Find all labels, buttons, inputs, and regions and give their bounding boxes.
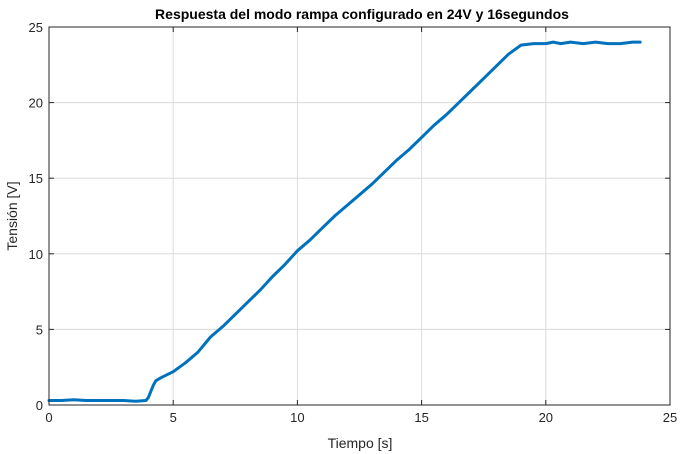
y-tick-label: 20 — [29, 96, 43, 111]
y-tick-label: 25 — [29, 20, 43, 35]
x-tick-label: 15 — [414, 410, 428, 425]
y-tick-label: 15 — [29, 171, 43, 186]
x-tick-label: 25 — [663, 410, 677, 425]
x-tick-label: 20 — [539, 410, 553, 425]
chart-title: Respuesta del modo rampa configurado en … — [155, 6, 569, 22]
series-layer — [47, 40, 642, 403]
grid-layer — [49, 27, 670, 405]
y-axis-label: Tensión [V] — [4, 181, 20, 250]
y-tick-label: 10 — [29, 247, 43, 262]
tick-layer: 0 5 10 15 20 25 0 5 10 15 20 25 — [29, 20, 678, 425]
x-axis-label: Tiempo [s] — [328, 435, 393, 451]
series-line-0 — [47, 40, 642, 403]
x-tick-label: 5 — [170, 410, 177, 425]
x-tick-label: 10 — [290, 410, 304, 425]
x-tick-label: 0 — [45, 410, 52, 425]
y-tick-label: 0 — [36, 398, 43, 413]
plot-frame — [48, 26, 671, 406]
y-tick-label: 5 — [36, 322, 43, 337]
